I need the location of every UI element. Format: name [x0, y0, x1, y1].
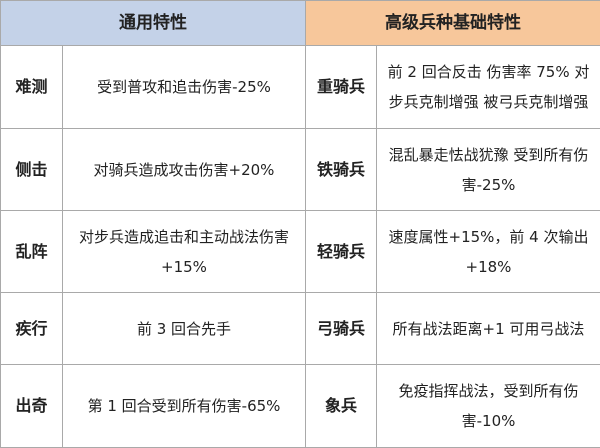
troop-type-name: 象兵 — [306, 365, 377, 448]
troop-type-description: 所有战法距离+1 可用弓战法 — [377, 293, 600, 365]
general-trait-description: 前 3 回合先手 — [63, 293, 306, 365]
general-trait-name: 出奇 — [1, 365, 63, 448]
troop-type-name: 轻骑兵 — [306, 211, 377, 293]
general-trait-name: 难测 — [1, 46, 63, 129]
general-trait-description: 第 1 回合受到所有伤害-65% — [63, 365, 306, 448]
table-row: 出奇 第 1 回合受到所有伤害-65% 象兵 免疫指挥战法，受到所有伤害-10% — [1, 365, 600, 448]
troop-type-description: 前 2 回合反击 伤害率 75% 对步兵克制增强 被弓兵克制增强 — [377, 46, 600, 129]
general-traits-header: 通用特性 — [1, 1, 306, 46]
table-row: 疾行 前 3 回合先手 弓骑兵 所有战法距离+1 可用弓战法 — [1, 293, 600, 365]
general-trait-name: 乱阵 — [1, 211, 63, 293]
table-row: 侧击 对骑兵造成攻击伤害+20% 铁骑兵 混乱暴走怯战犹豫 受到所有伤害-25% — [1, 129, 600, 211]
table-row: 难测 受到普攻和追击伤害-25% 重骑兵 前 2 回合反击 伤害率 75% 对步… — [1, 46, 600, 129]
general-trait-description: 受到普攻和追击伤害-25% — [63, 46, 306, 129]
troop-type-description: 速度属性+15%，前 4 次输出+18% — [377, 211, 600, 293]
troop-type-name: 弓骑兵 — [306, 293, 377, 365]
troop-type-name: 铁骑兵 — [306, 129, 377, 211]
troop-type-description: 混乱暴走怯战犹豫 受到所有伤害-25% — [377, 129, 600, 211]
general-trait-description: 对骑兵造成攻击伤害+20% — [63, 129, 306, 211]
troop-type-name: 重骑兵 — [306, 46, 377, 129]
troop-type-description: 免疫指挥战法，受到所有伤害-10% — [377, 365, 600, 448]
advanced-troop-traits-header: 高级兵种基础特性 — [306, 1, 600, 46]
general-trait-name: 侧击 — [1, 129, 63, 211]
general-trait-description: 对步兵造成追击和主动战法伤害+15% — [63, 211, 306, 293]
general-trait-name: 疾行 — [1, 293, 63, 365]
header-row: 通用特性 高级兵种基础特性 — [1, 1, 600, 46]
table-row: 乱阵 对步兵造成追击和主动战法伤害+15% 轻骑兵 速度属性+15%，前 4 次… — [1, 211, 600, 293]
